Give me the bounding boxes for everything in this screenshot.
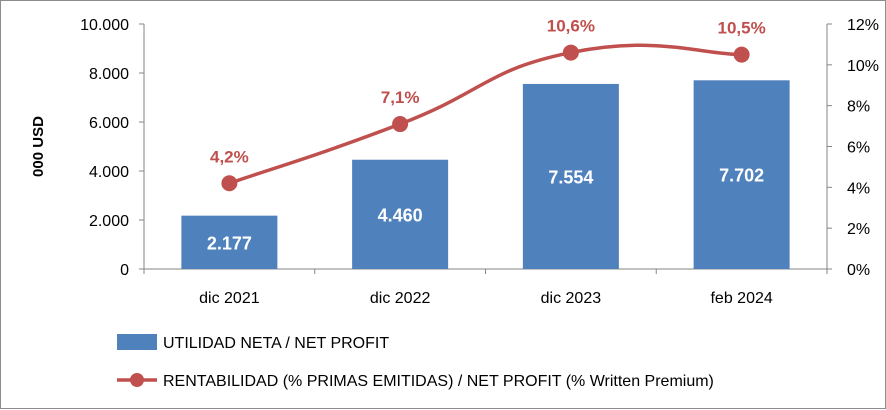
- y-tick-label: 10.000: [80, 17, 129, 34]
- y2-tick-label: 2%: [847, 221, 870, 238]
- line-point: [562, 44, 579, 61]
- line-point: [733, 46, 750, 63]
- chart-axes: 0 2.000 4.000 6.000 8.000 10.000 0% 2% 4% 6% 8% 10%…: [30, 17, 879, 307]
- line-series: 4,2% 7,1% 10,6% 10,5%: [210, 17, 766, 192]
- x-tick-label: dic 2023: [541, 290, 602, 307]
- line-data-label: 10,5%: [718, 19, 766, 38]
- legend-label-bar: UTILIDAD NETA / NET PROFIT: [163, 335, 389, 352]
- x-tick-label: feb 2024: [710, 290, 772, 307]
- line-path: [228, 43, 742, 185]
- legend-marker-line: [130, 373, 144, 387]
- line-data-label: 10,6%: [547, 17, 595, 36]
- bar-data-label: 2.177: [207, 233, 252, 253]
- line-data-label: 7,1%: [381, 88, 420, 107]
- y2-tick-label: 4%: [847, 180, 870, 197]
- x-tick-label: dic 2022: [370, 290, 431, 307]
- bar: [181, 215, 278, 269]
- bar-series: 2.177 4.460 7.554 7.702: [181, 80, 790, 270]
- y2-tick-label: 10%: [847, 58, 879, 75]
- y-tick-label: 2.000: [89, 213, 129, 230]
- bar: [352, 159, 449, 269]
- bar: [522, 83, 619, 269]
- x-tick-label: dic 2021: [199, 290, 260, 307]
- legend-swatch-bar: [117, 334, 157, 350]
- line-point: [392, 116, 409, 133]
- y2-tick-label: 8%: [847, 99, 870, 116]
- y-tick-label: 0: [120, 262, 129, 279]
- bar-data-label: 4.460: [378, 205, 423, 225]
- y2-tick-label: 6%: [847, 140, 870, 157]
- bar-data-label: 7.554: [548, 167, 593, 187]
- y-tick-label: 4.000: [89, 164, 129, 181]
- bar-data-label: 7.702: [719, 166, 764, 186]
- y2-tick-label: 12%: [847, 17, 879, 34]
- y-axis-title: 000 USD: [30, 116, 47, 177]
- legend-label-line: RENTABILIDAD (% PRIMAS EMITIDAS) / NET P…: [163, 373, 714, 390]
- bar: [693, 80, 790, 270]
- line-point: [221, 175, 238, 192]
- y-tick-label: 6.000: [89, 115, 129, 132]
- chart-legend: UTILIDAD NETA / NET PROFIT RENTABILIDAD (…: [117, 334, 714, 390]
- y2-tick-label: 0%: [847, 262, 870, 279]
- line-data-label: 4,2%: [210, 147, 249, 166]
- y-tick-label: 8.000: [89, 66, 129, 83]
